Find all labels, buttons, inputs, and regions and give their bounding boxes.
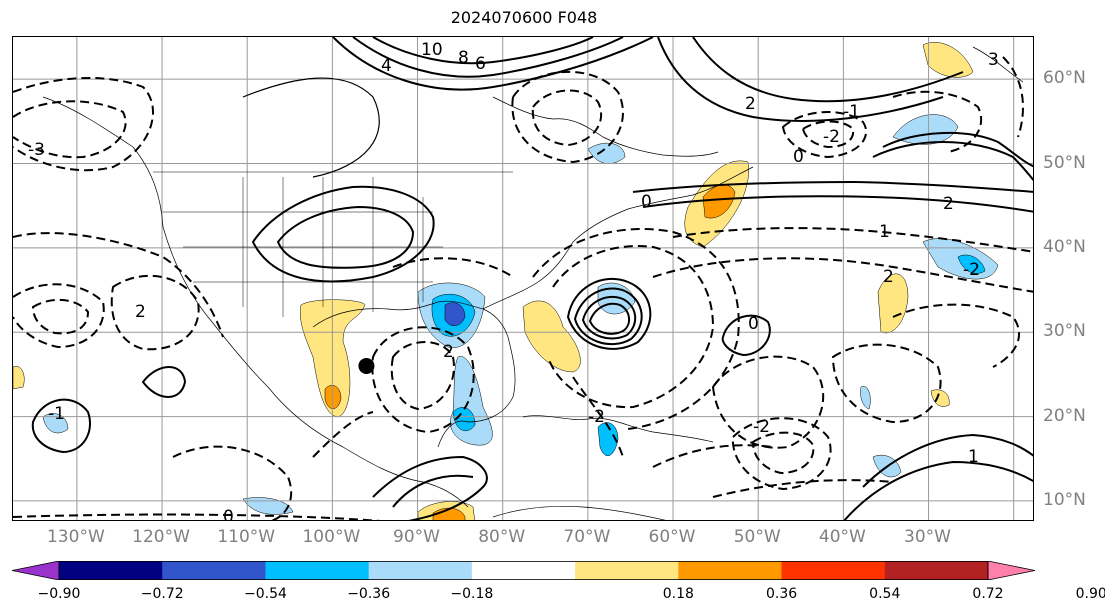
- colorbar-tick: 0.72: [972, 586, 1004, 602]
- lon-label: 50°W: [733, 527, 781, 547]
- graticule: [13, 37, 1033, 520]
- fill-negative: [450, 356, 493, 446]
- contour-label: 0: [223, 507, 234, 521]
- contour-label: 1: [968, 447, 979, 467]
- contour-layer: [13, 37, 1033, 520]
- contour-label: 2: [943, 194, 954, 214]
- fill-positive-strong: [702, 184, 736, 219]
- lon-label: 70°W: [563, 527, 611, 547]
- contour-label: -1: [843, 102, 860, 122]
- fill-negative-strong: [597, 422, 619, 457]
- contour-label: 0: [748, 314, 759, 334]
- lon-label: 80°W: [478, 527, 526, 547]
- lat-label: 30°N: [1043, 321, 1086, 342]
- coastline-layer: [42, 46, 1024, 520]
- lat-label: 50°N: [1043, 152, 1086, 173]
- contour-solid: [31, 37, 1033, 520]
- contour-label: 1: [879, 222, 890, 242]
- fill-negative: [42, 413, 69, 434]
- contour-label: -3: [28, 140, 45, 160]
- colorbar-tick: −0.54: [243, 586, 287, 602]
- contour-label: 10: [421, 40, 443, 60]
- fill-positive-strong: [324, 385, 342, 409]
- colorbar-segment: [781, 561, 886, 580]
- colorbar-tick: −0.90: [37, 586, 81, 602]
- lat-label: 40°N: [1043, 236, 1086, 257]
- contour-label: 2: [883, 267, 894, 287]
- colorbar-tick: 0.90: [1075, 586, 1105, 602]
- map-title: 2024070600 F048: [450, 8, 598, 27]
- colorbar-segment: [575, 561, 679, 580]
- coastline-south-america: [492, 505, 666, 520]
- lon-label: 90°W: [393, 527, 441, 547]
- contour-label: 8: [458, 48, 469, 68]
- coastline-east-na: [482, 166, 754, 310]
- colorbar-segment: [884, 561, 989, 580]
- fill-positive: [922, 42, 974, 78]
- contour-label: 2: [745, 94, 756, 114]
- map-panel: 10 8 6 4 2 0 -2 -1 3 2 1 0 -3 2 -2 -1 0 …: [12, 36, 1034, 521]
- fill-negative-max: [444, 302, 466, 326]
- colorbar-segments: [12, 561, 1035, 580]
- fill-positive: [522, 300, 581, 373]
- coastline-pacific-na: [42, 96, 469, 508]
- lat-label: 60°N: [1043, 68, 1086, 89]
- colorbar-outline: [58, 561, 989, 580]
- contour-label: -2: [823, 127, 840, 147]
- colorbar-segment: [368, 561, 473, 580]
- colorbar: [12, 561, 1035, 580]
- lat-label: 10°N: [1043, 489, 1086, 510]
- contour-label-layer: 10 8 6 4 2 0 -2 -1 3 2 1 0 -3 2 -2 -1 0 …: [28, 40, 999, 521]
- coastline-caribbean: [522, 415, 714, 443]
- lon-label: 40°W: [818, 527, 866, 547]
- fill-negative-strong: [452, 407, 476, 432]
- fill-positive: [930, 389, 950, 407]
- contour-label: 6: [475, 54, 486, 74]
- contour-label: 2: [443, 342, 454, 362]
- contour-label: 0: [641, 192, 652, 212]
- contour-label: 2: [135, 302, 146, 322]
- colorbar-extend-low: [12, 561, 60, 580]
- fill-negative: [587, 142, 626, 164]
- lat-label: 20°N: [1043, 405, 1086, 426]
- lon-label: 30°W: [904, 527, 952, 547]
- lon-label: 100°W: [302, 527, 361, 547]
- colorbar-segment: [471, 561, 576, 580]
- coastline-greenland: [972, 46, 1024, 83]
- lon-label: 60°W: [648, 527, 696, 547]
- contour-label: 0: [793, 147, 804, 167]
- fill-negative: [860, 386, 871, 410]
- colorbar-tick: −0.36: [347, 586, 391, 602]
- colorbar-tick: −0.18: [450, 586, 494, 602]
- fill-positive-strong: [432, 507, 466, 520]
- contour-label: -1: [48, 404, 65, 424]
- map-canvas: 10 8 6 4 2 0 -2 -1 3 2 1 0 -3 2 -2 -1 0 …: [13, 37, 1033, 521]
- colorbar-segment: [59, 561, 163, 580]
- fill-positive: [13, 365, 25, 390]
- colorbar-tick: 0.18: [662, 586, 694, 602]
- lon-label: 110°W: [217, 527, 276, 547]
- colorbar-extend-high: [987, 561, 1035, 580]
- lon-label: 120°W: [132, 527, 190, 547]
- lon-label: 130°W: [46, 527, 105, 547]
- contour-label: -2: [963, 260, 980, 280]
- contour-label: -2: [588, 407, 605, 427]
- colorbar-segment: [265, 561, 370, 580]
- contour-label: 3: [988, 50, 999, 70]
- colorbar-segment: [162, 561, 266, 580]
- coastline-canada: [492, 96, 719, 157]
- coastline-gulf: [312, 300, 516, 448]
- colorbar-tick: 0.54: [869, 586, 901, 602]
- contour-thin: [242, 77, 380, 178]
- contour-label: -2: [753, 417, 770, 437]
- contour-label: 4: [381, 56, 392, 76]
- storm-position-marker: [358, 357, 375, 374]
- colorbar-tick: −0.72: [140, 586, 184, 602]
- contour-dashed: [13, 56, 1033, 520]
- colorbar-segment: [678, 561, 783, 580]
- fill-negative-strong: [957, 254, 986, 274]
- colorbar-tick: 0.36: [765, 586, 798, 602]
- fill-negative: [242, 497, 294, 515]
